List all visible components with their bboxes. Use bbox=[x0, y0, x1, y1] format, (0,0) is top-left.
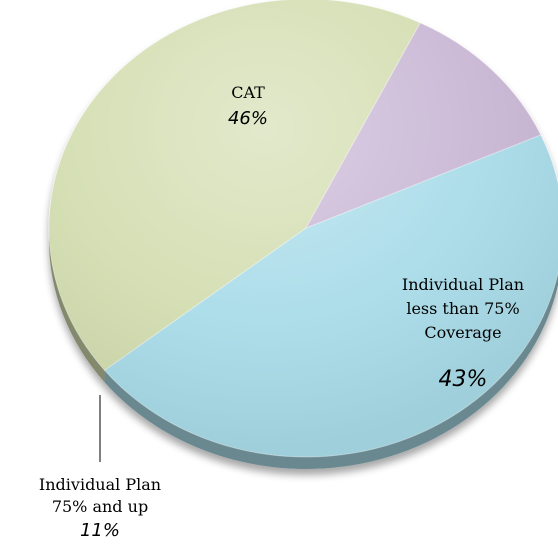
slice-percent-2: 11% bbox=[80, 520, 120, 541]
pie-sheen bbox=[49, 0, 558, 457]
pie-slice-side-1 bbox=[49, 228, 105, 383]
slice-label-1-line-1: less than 75% bbox=[406, 299, 519, 318]
slice-label-1-line-0: Individual Plan bbox=[402, 275, 524, 294]
slice-label-0-line-0: CAT bbox=[231, 83, 265, 102]
slice-label-2-line-0: Individual Plan bbox=[39, 475, 161, 494]
slice-label-1-line-2: Coverage bbox=[424, 323, 501, 342]
slice-percent-0: 46% bbox=[228, 108, 268, 129]
slice-label-2-line-1: 75% and up bbox=[52, 497, 148, 516]
slice-percent-1: 43% bbox=[439, 367, 488, 392]
pie-body bbox=[48, 0, 558, 469]
